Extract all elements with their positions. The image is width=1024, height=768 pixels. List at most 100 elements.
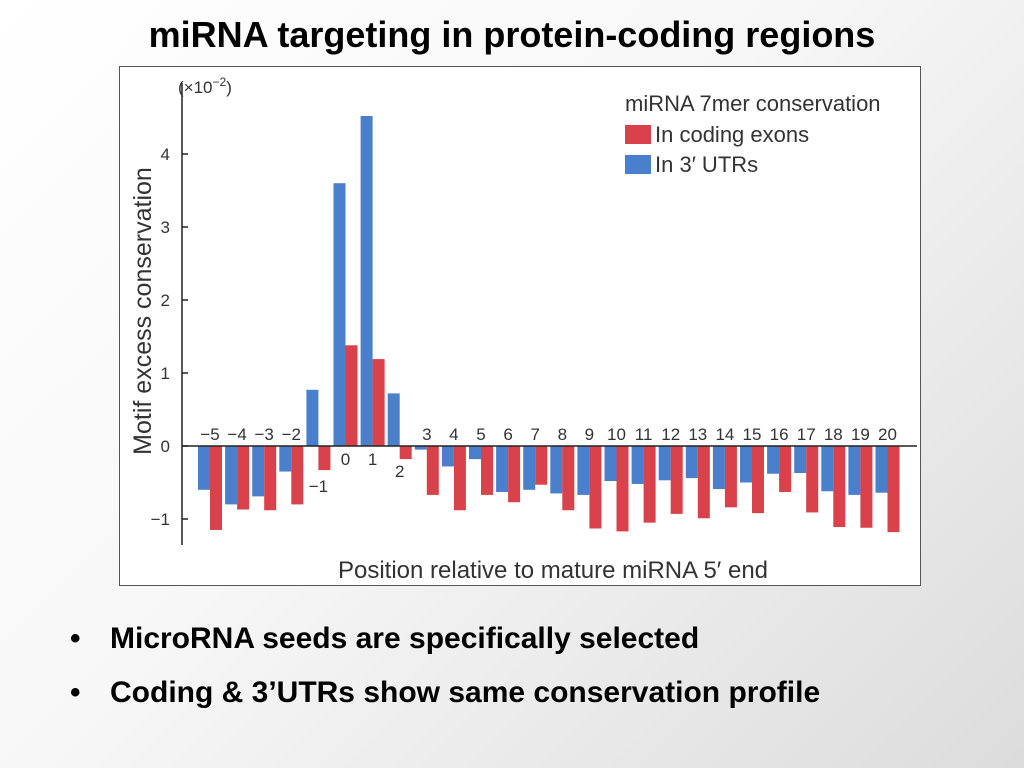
y-axis-label: Motif excess conservation [129,167,157,455]
bar-3utr [387,393,400,446]
x-tick-label: 4 [449,425,458,444]
bar-3utr [631,446,644,484]
bullet-text: Coding & 3’UTRs show same conservation p… [110,676,821,709]
bar-3utr [198,446,210,490]
bar-3utr [441,446,454,467]
x-tick-label: 8 [558,425,567,444]
bullet-text: MicroRNA seeds are specifically selected [110,622,700,655]
bar-coding-exon [318,446,331,471]
y-tick-label: −1 [151,510,170,529]
bar-3utr [821,446,834,492]
bar-coding-exon [345,345,358,447]
x-tick-label: −1 [309,477,328,496]
bar-coding-exon [210,446,222,530]
bar-3utr [577,446,590,495]
bar-coding-exon [724,446,737,508]
bar-coding-exon [616,446,629,532]
x-tick-label: 7 [530,425,539,444]
legend: miRNA 7mer conservation In coding exons … [625,91,881,177]
y-scale-label: (×10−2) [178,75,232,97]
legend-swatch-3utrs [625,155,651,174]
chart-figure: −1 0 1 2 3 4 −5 −4 −3 −2 −1 0 1 2 3 4 5 6 7 8 9 10 11 12 13 14 15… [119,66,921,586]
bar-3utr [685,446,698,479]
x-tick-label: 1 [368,450,377,469]
bullet-symbol: • [70,676,81,709]
x-tick-label: 6 [503,425,512,444]
bar-coding-exon [426,446,439,495]
y-tick-label: 0 [161,437,170,456]
bar-coding-exon [697,446,710,519]
x-tick-label: 11 [635,425,653,444]
x-tick-label: 18 [824,425,843,444]
bar-3utr [279,446,292,472]
bar-3utr [848,446,861,495]
x-tick-label: 14 [715,425,734,444]
x-tick-label: 3 [422,425,431,444]
legend-label-coding-exons: In coding exons [655,122,809,147]
bars-layer [198,116,900,533]
bar-coding-exon [508,446,521,503]
x-tick-label: 16 [770,425,789,444]
y-tick-label: 3 [161,218,170,237]
bar-coding-exon [779,446,792,492]
x-tick-label: 0 [341,450,350,469]
bar-3utr [712,446,725,490]
y-scale-label-end: ) [226,78,232,97]
bar-3utr [550,446,563,494]
bar-coding-exon [291,446,304,505]
x-tick-label: 20 [878,425,897,444]
bar-coding-exon [264,446,277,511]
bullet-item: • MicroRNA seeds are specifically selecte… [70,612,820,666]
x-tick-label: −2 [282,425,301,444]
x-tick-label: −4 [227,425,246,444]
y-tick-label: 2 [161,291,170,310]
bullet-symbol: • [70,622,81,655]
bar-3utr [225,446,238,505]
x-tick-label: 12 [661,425,680,444]
bar-coding-exon [860,446,873,528]
bar-3utr [496,446,509,492]
bar-coding-exon [453,446,466,511]
legend-label-3utrs: In 3′ UTRs [655,152,758,177]
bar-coding-exon [643,446,656,523]
bar-coding-exon [481,446,493,495]
bar-3utr [469,446,481,460]
bar-3utr [306,389,319,447]
y-tick-label: 1 [161,364,170,383]
slide-title: miRNA targeting in protein-coding region… [148,14,876,55]
bullet-list: • MicroRNA seeds are specifically selecte… [70,612,820,720]
y-ticks-layer: −1 0 1 2 3 4 [151,145,188,529]
legend-title: miRNA 7mer conservation [625,91,881,116]
y-scale-label-base: (×10 [178,78,213,97]
x-tick-label: −3 [255,425,274,444]
bar-3utr [767,446,780,474]
bar-3utr [360,116,373,446]
y-scale-label-exponent: −2 [213,75,227,89]
bar-3utr [875,446,888,493]
y-tick-label: 4 [161,145,170,164]
bar-coding-exon [372,359,385,446]
x-tick-label: 15 [743,425,762,444]
bar-coding-exon [589,446,602,529]
x-tick-label: 5 [476,425,485,444]
x-tick-label: 9 [585,425,594,444]
legend-swatch-coding-exons [625,125,651,144]
x-tick-label: 13 [688,425,707,444]
bar-coding-exon [670,446,683,514]
bar-3utr [252,446,265,497]
bar-coding-exon [562,446,575,511]
bar-3utr [604,446,617,482]
bar-coding-exon [887,446,900,533]
x-tick-label: −5 [200,425,219,444]
bar-coding-exon [752,446,764,514]
bar-coding-exon [535,446,548,485]
bullet-item: • Coding & 3’UTRs show same conservation … [70,666,820,720]
bar-coding-exon [237,446,250,510]
bar-3utr [794,446,807,474]
bar-3utr [523,446,536,490]
x-tick-label: 2 [395,462,404,481]
x-tick-label: 17 [797,425,816,444]
x-axis-label: Position relative to mature miRNA 5′ end [338,557,768,584]
bar-coding-exon [806,446,819,513]
